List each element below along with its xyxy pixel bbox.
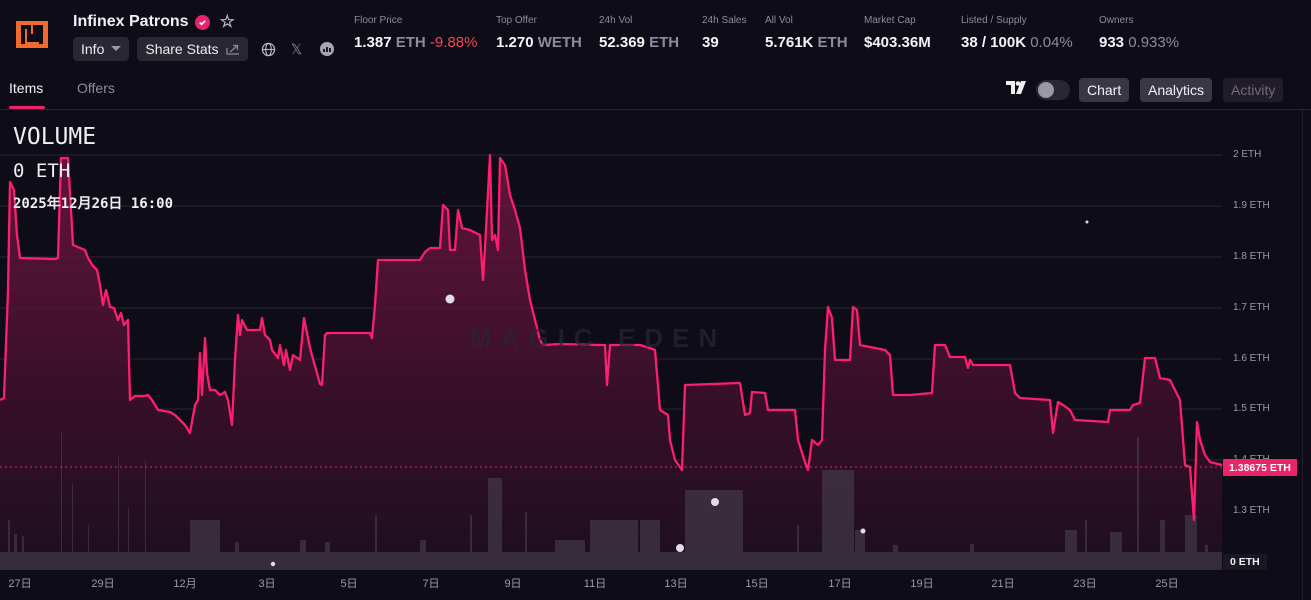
stat-label: Owners: [1099, 15, 1134, 26]
volume-bars: [0, 432, 1222, 570]
stat-extra: 0.04%: [1030, 34, 1073, 51]
y-tick: 1.7 ETH: [1233, 302, 1270, 313]
tab-bar: Items Offers: [0, 68, 1311, 110]
stat-label: 24h Sales: [702, 15, 747, 26]
stat-24h-sales: 24h Sales 39: [702, 15, 746, 51]
x-tick: 11日: [583, 578, 607, 590]
info-dropdown-button[interactable]: Info: [73, 37, 130, 61]
stat-floor-price: Floor Price 1.387 ETH -9.88%: [354, 15, 477, 51]
x-tick: 7日: [422, 578, 440, 590]
y-tick: 1.9 ETH: [1233, 200, 1270, 211]
x-tick: 29日: [91, 578, 115, 590]
chart-view-button[interactable]: Chart: [1079, 78, 1130, 102]
collection-logo: [16, 21, 48, 48]
stat-24h-vol: 24h Vol 52.369 ETH: [599, 15, 679, 51]
analytics-view-button[interactable]: Analytics: [1140, 78, 1213, 102]
collection-name: Infinex Patrons: [73, 13, 189, 30]
magic-eden-watermark: MAGIC EDEN: [470, 323, 727, 353]
stat-unit: ETH: [649, 34, 680, 51]
sale-marker: [711, 498, 719, 506]
sale-marker: [676, 544, 684, 552]
stat-change: -9.88%: [429, 34, 478, 51]
stat-listed-supply: Listed / Supply 38 / 100K 0.04%: [961, 15, 1073, 51]
stat-label: Listed / Supply: [961, 15, 1027, 26]
stats-icon[interactable]: [318, 40, 336, 58]
favorite-star-icon[interactable]: ☆: [219, 12, 235, 31]
legend-title: VOLUME: [13, 124, 97, 150]
stat-extra: 0.933%: [1128, 34, 1180, 51]
x-tick: 25日: [1155, 578, 1179, 590]
stat-value: 933: [1099, 34, 1125, 51]
sale-marker: [860, 528, 866, 534]
toggle-knob: [1038, 82, 1054, 98]
share-stats-label: Share Stats: [145, 41, 219, 57]
info-label: Info: [81, 41, 105, 57]
x-tick: 27日: [8, 578, 32, 590]
stat-value: 1.270: [496, 34, 534, 51]
sale-marker: [1085, 220, 1089, 224]
x-tick: 17日: [828, 578, 852, 590]
stat-unit: ETH: [395, 34, 426, 51]
stat-value: 5.761K: [765, 34, 814, 51]
stat-all-vol: All Vol 5.761K ETH: [765, 15, 848, 51]
y-tick: 1.6 ETH: [1233, 353, 1270, 364]
stat-label: All Vol: [765, 15, 793, 26]
sale-marker: [270, 561, 276, 567]
x-icon[interactable]: 𝕏: [290, 40, 303, 57]
share-stats-button[interactable]: Share Stats: [137, 37, 248, 61]
verified-badge-icon: [194, 14, 210, 30]
sale-marker: [445, 294, 455, 304]
stat-label: Market Cap: [864, 15, 916, 26]
x-tick: 15日: [745, 578, 769, 590]
x-tick: 12月: [173, 578, 197, 590]
tab-items[interactable]: Items: [9, 80, 44, 96]
collection-header: Infinex Patrons ☆ Info Share Stats 𝕏 Flo…: [0, 0, 1311, 68]
collection-title: Infinex Patrons ☆: [73, 12, 235, 32]
y-tick: 1.3 ETH: [1233, 505, 1270, 516]
active-tab-indicator: [9, 106, 45, 109]
stat-owners: Owners 933 0.933%: [1099, 15, 1179, 51]
x-tick: 13日: [664, 578, 688, 590]
stat-value: 38 / 100K: [961, 34, 1027, 51]
share-icon: [225, 44, 239, 55]
stat-value: $403.36M: [864, 34, 931, 51]
y-tick: 2 ETH: [1233, 149, 1262, 160]
stat-label: 24h Vol: [599, 15, 633, 26]
y-tick: 1.8 ETH: [1233, 251, 1270, 262]
volume-zero-tag: 0 ETH: [1223, 554, 1267, 570]
stat-unit: WETH: [537, 34, 582, 51]
tab-offers[interactable]: Offers: [77, 80, 115, 96]
stat-value: 39: [702, 34, 719, 51]
legend-timestamp: 2025年12月26日 16:00: [13, 196, 174, 212]
current-price-tag: 1.38675 ETH: [1223, 459, 1297, 476]
stat-label: Top Offer: [496, 15, 537, 26]
x-tick: 9日: [504, 578, 522, 590]
x-tick: 5日: [340, 578, 358, 590]
globe-icon[interactable]: [260, 40, 278, 58]
x-tick: 3日: [258, 578, 276, 590]
stat-unit: ETH: [817, 34, 848, 51]
price-scale-border[interactable]: [1302, 110, 1303, 600]
x-tick: 23日: [1073, 578, 1097, 590]
stat-value: 1.387: [354, 34, 392, 51]
tradingview-logo-icon: [1006, 81, 1028, 97]
y-tick: 1.5 ETH: [1233, 403, 1270, 414]
stat-market-cap: Market Cap $403.36M: [864, 15, 931, 51]
chevron-down-icon: [111, 46, 122, 51]
x-tick: 19日: [910, 578, 934, 590]
stat-top-offer: Top Offer 1.270 WETH: [496, 15, 582, 51]
stat-label: Floor Price: [354, 15, 403, 26]
legend-value: 0 ETH: [13, 160, 71, 182]
tradingview-toggle[interactable]: [1036, 80, 1070, 100]
activity-view-button[interactable]: Activity: [1223, 78, 1284, 102]
x-tick: 21日: [991, 578, 1015, 590]
stat-value: 52.369: [599, 34, 645, 51]
